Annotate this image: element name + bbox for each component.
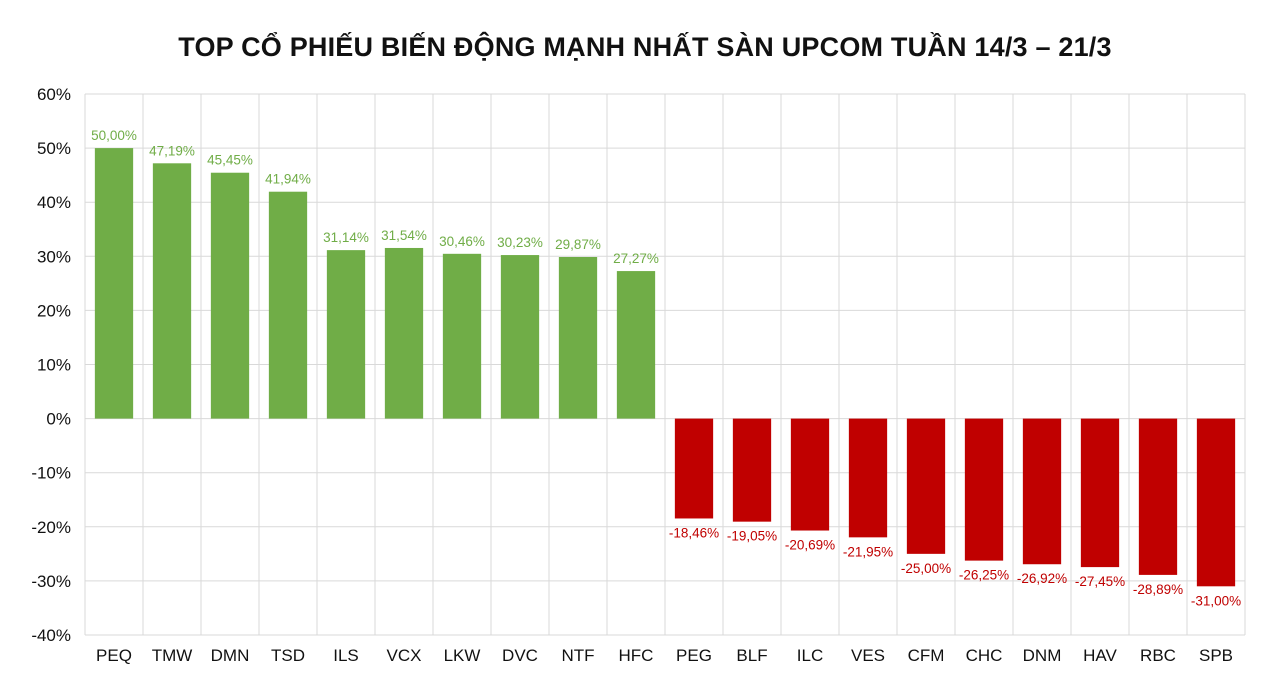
data-labels: 50,00% 47,19% 45,45% 41,94% 31,14% 31,54% 30,4… [91,128,1241,608]
bar-dmn [210,172,250,419]
x-tick-label-hav: HAV [1083,646,1117,665]
bar-hfc [616,271,656,419]
bar-chc [964,418,1004,561]
y-tick-label: -30% [31,572,71,591]
bar-spb [1196,418,1236,587]
bar-tmw [152,163,192,419]
bar-ilc [790,418,830,531]
x-tick-label-ilc: ILC [797,646,823,665]
data-label-ils: 31,14% [323,230,369,245]
grid-lines [84,93,1246,636]
x-tick-label-peq: PEQ [96,646,132,665]
data-label-blf: -19,05% [727,529,777,544]
x-tick-label-peg: PEG [676,646,712,665]
x-tick-label-blf: BLF [736,646,767,665]
bar-ves [848,418,888,538]
bar-tsd [268,191,308,419]
x-tick-label-tsd: TSD [271,646,305,665]
y-tick-label: 20% [37,301,71,320]
bar-rbc [1138,418,1178,575]
data-label-cfm: -25,00% [901,561,951,576]
data-label-hfc: 27,27% [613,251,659,266]
bar-peg [674,418,714,519]
data-label-tsd: 41,94% [265,172,311,187]
data-label-rbc: -28,89% [1133,582,1183,597]
y-tick-label: -20% [31,518,71,537]
x-tick-label-ves: VES [851,646,885,665]
data-label-dnm: -26,92% [1017,571,1067,586]
x-tick-label-ntf: NTF [561,646,594,665]
y-axis-ticks: 60% 50% 40% 30% 20% 10% 0% -10% -20% -30% -40% [31,85,71,645]
x-tick-label-lkw: LKW [444,646,481,665]
bar-hav [1080,418,1120,568]
data-label-ntf: 29,87% [555,237,601,252]
bar-ils [326,250,366,419]
bar-peq [94,148,134,419]
bar-cfm [906,418,946,554]
y-tick-label: 30% [37,247,71,266]
x-tick-label-dnm: DNM [1023,646,1062,665]
y-tick-label: 10% [37,356,71,375]
bar-lkw [442,253,482,419]
data-label-dmn: 45,45% [207,153,253,168]
data-label-ilc: -20,69% [785,538,835,553]
y-tick-label: -10% [31,464,71,483]
x-tick-label-dmn: DMN [211,646,250,665]
y-tick-label: -40% [31,626,71,645]
y-tick-label: 60% [37,85,71,104]
data-label-lkw: 30,46% [439,234,485,249]
data-label-ves: -21,95% [843,544,893,559]
x-tick-label-ils: ILS [333,646,359,665]
x-axis-categories: PEQ TMW DMN TSD ILS VCX LKW DVC NTF HFC PEG BLF ILC V… [96,646,1233,665]
bar-dnm [1022,418,1062,565]
x-tick-label-hfc: HFC [619,646,654,665]
data-label-chc: -26,25% [959,568,1009,583]
bar-ntf [558,257,598,419]
y-tick-label: 0% [46,410,71,429]
x-tick-label-dvc: DVC [502,646,538,665]
x-tick-label-rbc: RBC [1140,646,1176,665]
y-tick-label: 50% [37,139,71,158]
x-tick-label-chc: CHC [966,646,1003,665]
data-label-hav: -27,45% [1075,574,1125,589]
x-tick-label-vcx: VCX [387,646,422,665]
x-tick-label-spb: SPB [1199,646,1233,665]
data-label-peg: -18,46% [669,525,719,540]
data-label-peq: 50,00% [91,128,137,143]
x-tick-label-cfm: CFM [908,646,945,665]
chart-title: TOP CỔ PHIẾU BIẾN ĐỘNG MẠNH NHẤT SÀN UPC… [178,32,1112,62]
data-label-vcx: 31,54% [381,228,427,243]
y-tick-label: 40% [37,193,71,212]
bar-dvc [500,255,540,419]
data-label-tmw: 47,19% [149,143,195,158]
data-label-spb: -31,00% [1191,593,1241,608]
bar-vcx [384,247,424,419]
x-tick-label-tmw: TMW [152,646,193,665]
data-label-dvc: 30,23% [497,235,543,250]
bars [94,148,1236,587]
bar-blf [732,418,772,522]
